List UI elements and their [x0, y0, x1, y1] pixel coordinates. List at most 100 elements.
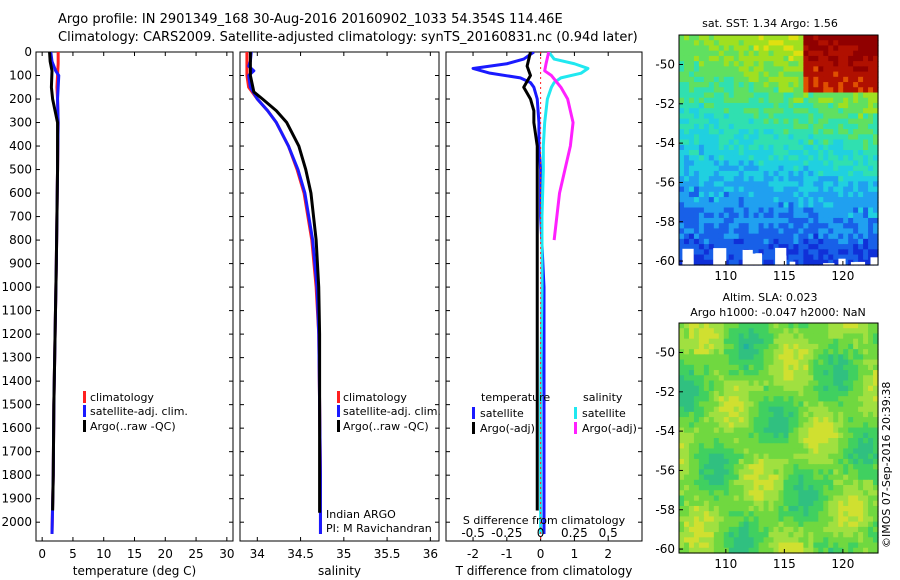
map-cell: [743, 76, 750, 83]
map-cell: [858, 233, 864, 240]
map-cell: [838, 228, 844, 235]
map-cell: [783, 380, 790, 387]
map-cell: [793, 45, 799, 52]
map-cell: [723, 66, 730, 73]
map-cell: [708, 123, 715, 130]
map-cell: [868, 537, 874, 544]
map-cell: [723, 511, 730, 518]
map-cell: [793, 406, 799, 413]
map-cell: [823, 401, 829, 408]
map-cell: [738, 165, 745, 172]
map-cell: [753, 526, 760, 533]
map-cell: [788, 160, 795, 167]
map-cell: [838, 547, 844, 554]
map-cell: [708, 102, 715, 109]
map-cell: [758, 217, 765, 224]
map-cell: [863, 40, 869, 47]
map-cell: [773, 390, 780, 397]
map-cell: [758, 202, 765, 209]
map-cell: [703, 134, 710, 141]
map-cell: [773, 144, 780, 151]
map-cell: [708, 244, 715, 250]
map-cell: [868, 359, 874, 366]
map-cell: [828, 349, 834, 355]
map-cell: [768, 66, 775, 73]
map-cell: [703, 160, 710, 167]
map-cell: [713, 97, 720, 104]
map-cell: [778, 505, 785, 512]
map-cell: [838, 349, 844, 355]
map-cell: [683, 134, 690, 141]
map-cell: [753, 113, 760, 120]
map-cell: [803, 526, 809, 533]
map-cell: [788, 186, 795, 193]
map-cell: [793, 176, 799, 182]
map-cell: [803, 76, 809, 83]
sst_map-frame: [678, 34, 879, 266]
map-cell: [718, 443, 725, 450]
map-cell: [868, 50, 874, 57]
map-cell: [733, 474, 740, 481]
map-cell: [858, 55, 864, 62]
map-cell: [873, 448, 879, 455]
depth-tick-label: 1000: [1, 280, 32, 294]
map-cell: [753, 390, 760, 397]
map-cell: [818, 87, 824, 94]
map-cell: [803, 102, 809, 109]
map-cell: [773, 417, 780, 423]
map-cell: [748, 134, 755, 141]
map-cell: [763, 453, 770, 460]
map-cell: [698, 328, 705, 335]
map-cell: [693, 390, 700, 397]
missing-data-patch: [838, 258, 846, 265]
map-cell: [688, 500, 695, 507]
map-cell: [813, 390, 819, 397]
map-cell: [788, 427, 795, 434]
map-cell: [818, 61, 824, 67]
map-cell: [733, 349, 740, 355]
map-cell: [773, 422, 780, 429]
map-cell: [748, 532, 755, 538]
sst_map-x-tick-label: 115: [773, 269, 796, 283]
map-cell: [813, 82, 819, 88]
map-cell: [783, 123, 790, 130]
map-cell: [743, 108, 750, 115]
map-cell: [698, 186, 705, 193]
map-cell: [868, 139, 874, 146]
map-cell: [778, 71, 785, 78]
map-cell: [683, 469, 690, 476]
map-cell: [748, 490, 755, 497]
map-cell: [853, 469, 859, 476]
map-cell: [803, 186, 809, 193]
map-cell: [833, 202, 839, 209]
map-cell: [868, 338, 874, 345]
map-cell: [758, 333, 765, 340]
map-cell: [698, 217, 705, 224]
map-cell: [853, 438, 859, 444]
map-cell: [683, 40, 690, 47]
map-cell: [848, 123, 854, 130]
map-cell: [798, 458, 804, 465]
map-cell: [728, 82, 735, 88]
map-cell: [823, 244, 829, 250]
map-cell: [848, 82, 854, 88]
map-cell: [723, 102, 730, 109]
map-cell: [768, 417, 775, 423]
map-cell: [783, 50, 790, 57]
map-cell: [733, 123, 740, 130]
map-cell: [858, 35, 864, 41]
map-cell: [768, 50, 775, 57]
map-cell: [813, 458, 819, 465]
map-cell: [693, 542, 700, 549]
map-cell: [723, 71, 730, 78]
map-cell: [833, 323, 839, 329]
map-cell: [733, 181, 740, 188]
map-cell: [793, 207, 799, 214]
map-cell: [873, 532, 879, 538]
map-cell: [873, 521, 879, 528]
map-cell: [708, 97, 715, 104]
map-cell: [773, 432, 780, 439]
map-cell: [733, 259, 740, 266]
map-cell: [818, 129, 824, 135]
map-cell: [808, 129, 814, 135]
